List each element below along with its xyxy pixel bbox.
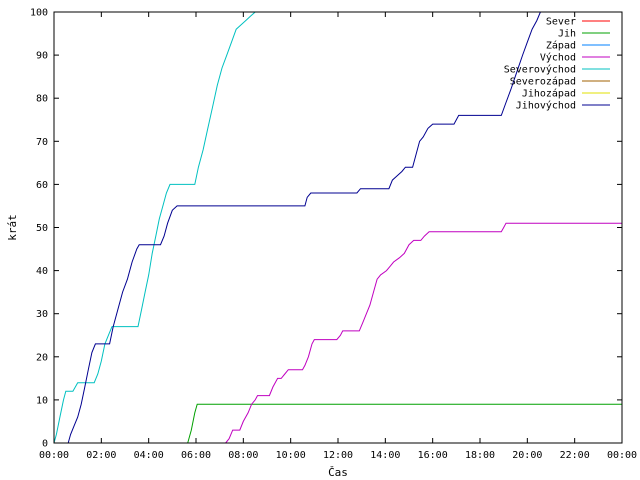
y-tick-label: 30 <box>36 309 48 320</box>
x-tick-label: 14:00 <box>370 450 400 461</box>
series-line-1 <box>187 403 622 444</box>
y-tick-label: 60 <box>36 180 48 191</box>
y-tick-label: 90 <box>36 51 48 62</box>
x-tick-label: 08:00 <box>228 450 258 461</box>
legend-label: Severovýchod <box>504 64 576 76</box>
legend-label: Sever <box>546 17 576 28</box>
x-tick-label: 04:00 <box>134 450 164 461</box>
y-tick-label: 40 <box>36 266 48 277</box>
series-line-4 <box>53 11 258 444</box>
legend-label: Jihovýchod <box>516 100 576 112</box>
y-tick-label: 50 <box>36 223 48 234</box>
x-tick-label: 22:00 <box>560 450 590 461</box>
legend-label: Jih <box>558 29 576 40</box>
x-axis-title: Čas <box>328 466 348 479</box>
x-tick-label: 02:00 <box>86 450 116 461</box>
y-tick-label: 70 <box>36 137 48 148</box>
x-tick-label: 06:00 <box>181 450 211 461</box>
x-axis-ticks: 00:00 02:00 04:00 06:00 08:00 10:00 12:00 14:00… <box>39 12 637 461</box>
series-lines <box>53 11 622 444</box>
x-tick-label: 12:00 <box>323 450 353 461</box>
y-tick-label: 100 <box>30 8 48 19</box>
y-axis-ticks: 0 10 20 30 40 50 60 70 80 90 100 <box>30 8 622 450</box>
legend-label: Severozápad <box>510 76 576 88</box>
legend-label: Západ <box>546 40 576 52</box>
y-axis-title: krát <box>6 214 19 241</box>
y-tick-label: 80 <box>36 94 48 105</box>
x-tick-label: 10:00 <box>276 450 306 461</box>
x-tick-label: 00:00 <box>39 450 69 461</box>
series-line-7 <box>67 11 544 444</box>
legend-label: Jihozápad <box>522 88 576 100</box>
legend: SeverJihZápadVýchodSeverovýchodSeverozáp… <box>504 17 610 112</box>
x-tick-label: 00:00 <box>607 450 637 461</box>
plot-frame <box>53 11 623 444</box>
y-tick-label: 10 <box>36 395 48 406</box>
y-tick-label: 20 <box>36 352 48 363</box>
x-tick-label: 16:00 <box>418 450 448 461</box>
series-line-3 <box>225 222 622 444</box>
x-tick-label: 20:00 <box>512 450 542 461</box>
y-tick-label: 0 <box>42 439 48 450</box>
legend-label: Východ <box>540 52 576 64</box>
x-tick-label: 18:00 <box>465 450 495 461</box>
